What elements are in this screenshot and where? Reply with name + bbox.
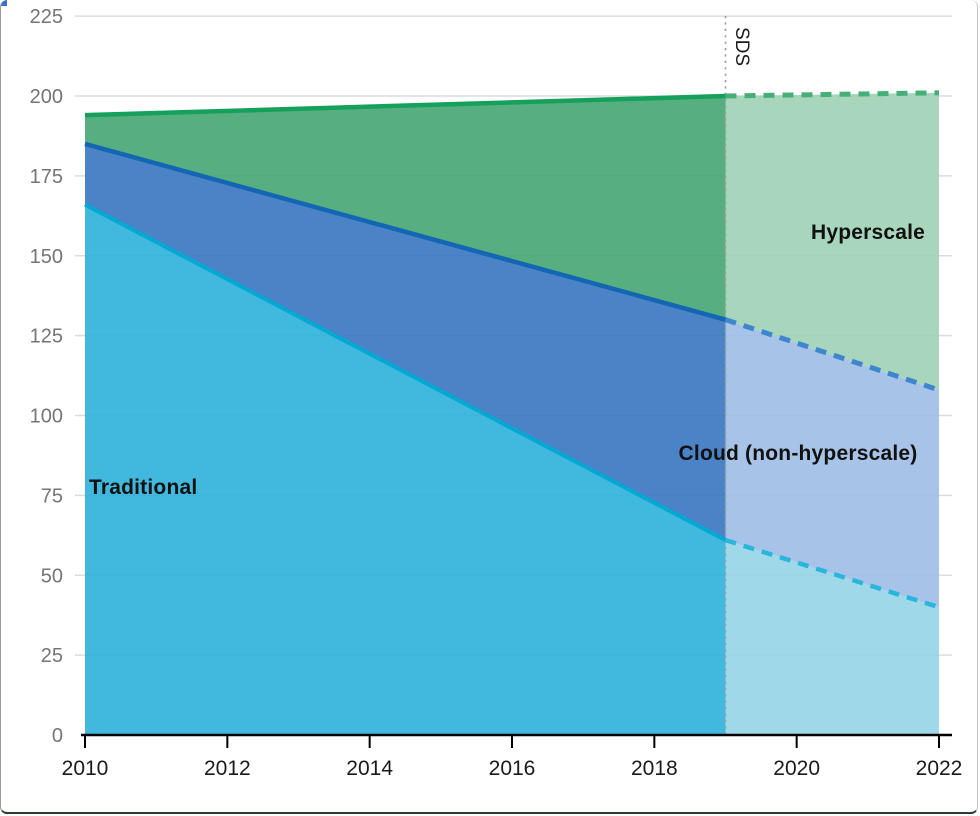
area-cloud-non-hyperscale--forecast bbox=[725, 319, 939, 608]
area-hyperscale-forecast bbox=[725, 92, 939, 390]
x-tick-label: 2022 bbox=[916, 757, 963, 780]
area-traditional-solid bbox=[85, 204, 726, 735]
y-tick-label: 0 bbox=[52, 725, 63, 747]
area-label-traditional: Traditional bbox=[89, 476, 198, 499]
y-tick-label: 50 bbox=[41, 565, 63, 587]
series-line-forecast bbox=[725, 90, 940, 99]
area-traditional-forecast bbox=[725, 540, 939, 735]
sds-annotation-label: SDS bbox=[731, 27, 752, 67]
corner-artifact bbox=[1, 0, 7, 6]
x-tick-label: 2010 bbox=[62, 757, 109, 780]
area-label-hyperscale: Hyperscale bbox=[810, 221, 926, 244]
area-hyperscale-solid bbox=[85, 96, 726, 320]
y-tick-label: 175 bbox=[30, 166, 63, 188]
series-line-solid bbox=[84, 141, 727, 322]
x-tick-label: 2016 bbox=[489, 757, 536, 780]
series-line-solid bbox=[84, 202, 727, 542]
x-tick-label: 2014 bbox=[346, 757, 393, 780]
y-tick-label: 150 bbox=[30, 246, 63, 268]
y-tick-label: 125 bbox=[30, 326, 63, 348]
area-cloud-non-hyperscale--solid bbox=[85, 143, 726, 541]
y-tick-label: 100 bbox=[30, 406, 63, 428]
area-label-cloud: Cloud (non-hyperscale) bbox=[678, 442, 918, 465]
y-tick-label: 75 bbox=[41, 485, 63, 507]
x-tick-label: 2018 bbox=[631, 757, 678, 780]
y-tick-label: 200 bbox=[30, 86, 63, 108]
y-tick-label: 25 bbox=[41, 645, 63, 667]
x-tick-label: 2020 bbox=[773, 757, 820, 780]
y-tick-label: 225 bbox=[30, 6, 63, 28]
series-line-solid bbox=[84, 93, 726, 118]
x-tick-label: 2012 bbox=[204, 757, 251, 780]
